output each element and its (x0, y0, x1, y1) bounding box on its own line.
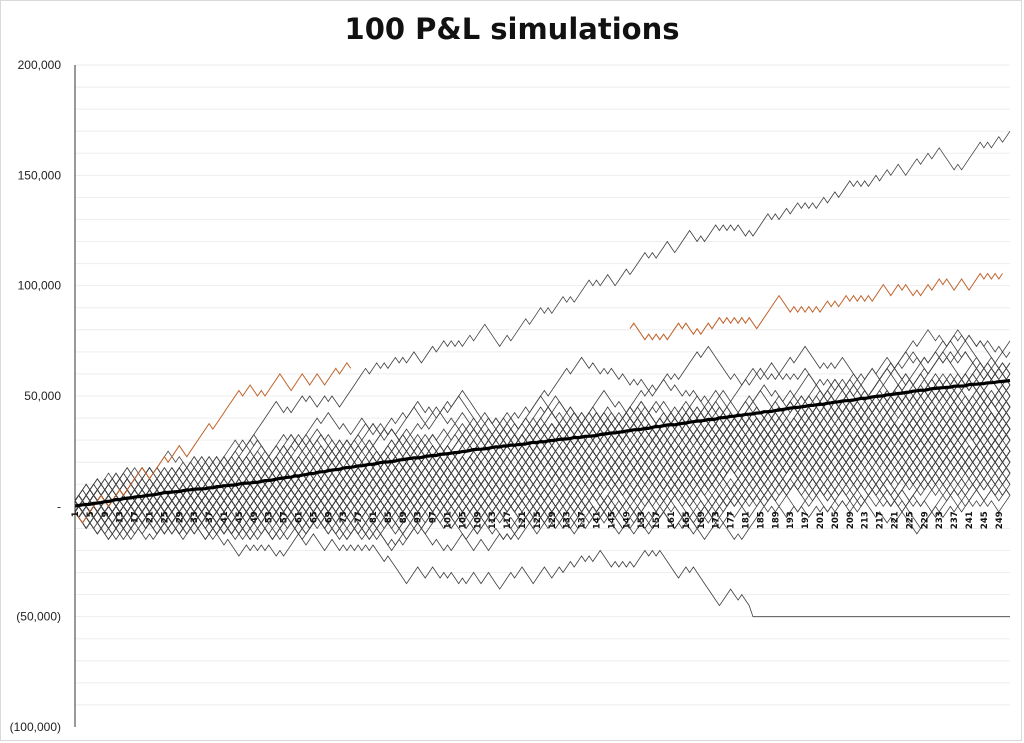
x-tick-label: 13 (116, 511, 126, 523)
x-axis-ticks: 1 5 9 13 17 21 25 29 33 37 41 45 49 53 57 61 65 69 73 77 81 8… (71, 511, 1005, 529)
x-tick-label: 45 (235, 511, 245, 523)
simulation-line (74, 378, 1011, 524)
x-tick-label: 177 (727, 511, 737, 529)
x-tick-label: 121 (518, 511, 528, 529)
x-tick-label: 197 (801, 511, 811, 529)
x-tick-label: 73 (339, 511, 349, 523)
chart-title: 100 P&L simulations (344, 12, 680, 46)
x-tick-label: 101 (444, 511, 454, 529)
y-tick-label: (100,000) (10, 720, 61, 734)
simulation-line (74, 433, 1011, 513)
x-tick-label: 189 (771, 511, 781, 529)
x-tick-label: 93 (414, 511, 424, 523)
x-tick-label: 145 (607, 511, 617, 529)
x-tick-label: 109 (473, 511, 483, 529)
x-tick-label: 9 (101, 511, 111, 517)
x-tick-label: 205 (831, 511, 841, 529)
y-tick-label: 100,000 (18, 279, 62, 293)
x-tick-label: 193 (786, 511, 796, 529)
gridlines (75, 64, 1010, 706)
x-tick-label: 53 (265, 511, 275, 523)
simulation-line (74, 373, 1011, 519)
simulation-line (74, 433, 1011, 519)
y-tick-label: 200,000 (18, 58, 62, 72)
x-tick-label: 1 (71, 511, 81, 517)
x-tick-label: 149 (622, 511, 632, 529)
y-tick-label: 150,000 (18, 168, 62, 182)
simulation-line (74, 378, 1011, 508)
simulation-line (74, 334, 1011, 524)
mean-line (74, 378, 1011, 508)
simulation-line (74, 130, 1011, 513)
x-tick-label: 213 (861, 511, 871, 529)
x-tick-label: 49 (250, 511, 260, 523)
simulation-line (74, 340, 1011, 530)
x-tick-label: 141 (593, 511, 603, 529)
x-tick-label: 25 (160, 511, 170, 523)
x-tick-label: 245 (980, 511, 990, 529)
x-tick-label: 125 (533, 511, 543, 529)
x-tick-label: 241 (965, 511, 975, 529)
x-tick-label: 237 (950, 511, 960, 529)
x-tick-label: 21 (146, 511, 156, 523)
x-tick-label: 61 (295, 511, 305, 523)
x-tick-label: 17 (131, 511, 141, 523)
simulation-line (74, 356, 1011, 535)
x-tick-label: 33 (190, 511, 200, 523)
x-tick-label: 221 (891, 511, 901, 529)
mean-series-line (74, 378, 1011, 508)
y-axis-ticks: 200,000 150,000 100,000 50,000 - (50,000) (100… (10, 58, 62, 734)
x-tick-label: 181 (742, 511, 752, 529)
x-tick-label: 117 (503, 511, 513, 529)
x-tick-label: 209 (846, 511, 856, 529)
x-tick-label: 85 (384, 511, 394, 523)
x-tick-label: 169 (697, 511, 707, 529)
x-tick-label: 173 (712, 511, 722, 529)
x-tick-label: 153 (637, 511, 647, 529)
highlighted-line (629, 272, 1003, 341)
x-tick-label: 233 (935, 511, 945, 529)
x-tick-label: 201 (816, 511, 826, 529)
y-tick-label: (50,000) (16, 610, 61, 624)
highlighted-lines (74, 272, 1003, 524)
simulation-line (74, 351, 1011, 508)
x-tick-label: 165 (682, 511, 692, 529)
x-tick-label: 69 (324, 511, 334, 523)
x-tick-label: 57 (280, 511, 290, 523)
x-tick-label: 185 (756, 511, 766, 529)
x-tick-label: 229 (920, 511, 930, 529)
x-tick-label: 105 (458, 511, 468, 529)
x-tick-label: 129 (548, 511, 558, 529)
x-tick-label: 65 (309, 511, 319, 523)
x-tick-label: 29 (175, 511, 185, 523)
x-tick-label: 217 (876, 511, 886, 529)
simulation-line (74, 505, 1010, 618)
x-tick-label: 157 (652, 511, 662, 529)
simulation-line (74, 444, 1011, 513)
simulation-line (74, 433, 1011, 513)
x-tick-label: 161 (667, 511, 677, 529)
x-tick-label: 41 (220, 511, 230, 523)
x-tick-label: 77 (354, 511, 364, 523)
simulation-line (74, 395, 1011, 508)
x-tick-label: 113 (488, 511, 498, 529)
y-tick-label: 50,000 (24, 389, 61, 403)
x-tick-label: 5 (86, 511, 96, 517)
x-tick-label: 89 (399, 511, 409, 523)
x-tick-label: 37 (205, 511, 215, 523)
simulation-lines (74, 130, 1011, 618)
x-tick-label: 81 (369, 511, 379, 523)
x-tick-label: 225 (905, 511, 915, 529)
y-tick-label: - (57, 499, 61, 513)
x-tick-label: 249 (995, 511, 1005, 529)
x-tick-label: 97 (429, 511, 439, 523)
x-tick-label: 137 (578, 511, 588, 529)
simulation-line (74, 455, 1011, 541)
x-tick-label: 133 (563, 511, 573, 529)
highlighted-line (74, 362, 352, 524)
simulation-line (74, 389, 1011, 513)
